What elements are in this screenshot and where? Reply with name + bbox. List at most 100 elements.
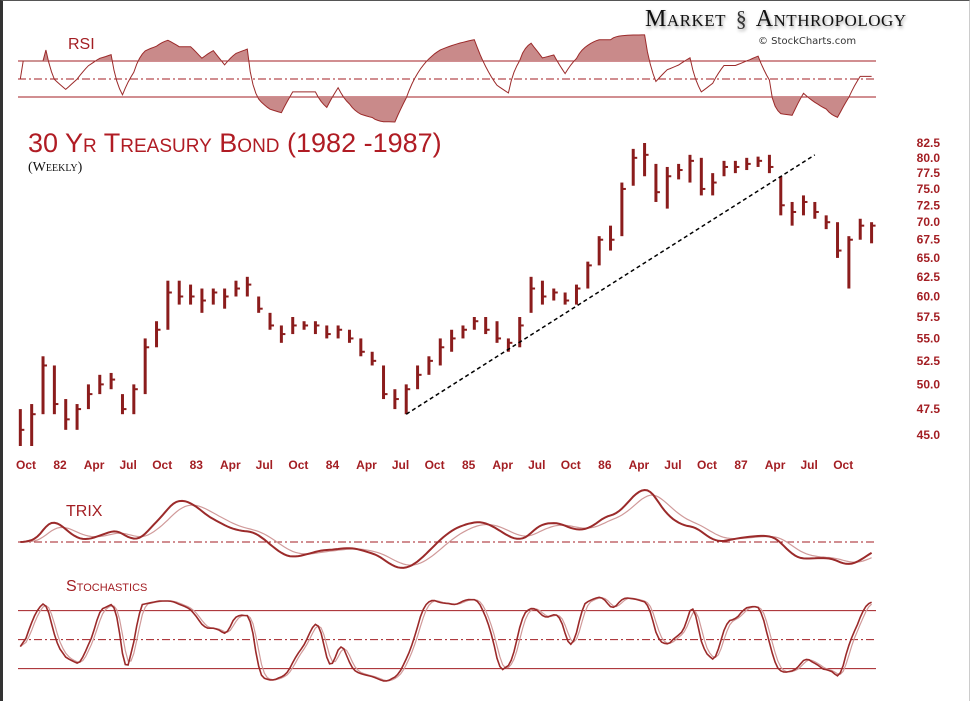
price-bar bbox=[313, 321, 320, 335]
y-tick-label: 65.0 bbox=[917, 251, 941, 265]
y-tick-label: 60.0 bbox=[917, 289, 941, 303]
price-bar bbox=[643, 143, 649, 177]
price-bar bbox=[461, 325, 467, 339]
price-bar bbox=[824, 215, 831, 230]
price-bar bbox=[756, 156, 763, 167]
price-bar bbox=[382, 365, 388, 400]
price-bar bbox=[416, 365, 422, 390]
price-bar bbox=[450, 329, 456, 352]
price-bar bbox=[393, 389, 399, 410]
chart-subtitle: (Weekly) bbox=[28, 160, 83, 175]
price-bar bbox=[711, 173, 717, 196]
x-tick-label: Apr bbox=[765, 458, 786, 472]
price-bar bbox=[745, 157, 751, 171]
y-tick-label: 47.5 bbox=[917, 402, 941, 416]
price-bar bbox=[529, 276, 536, 313]
rsi-line bbox=[19, 34, 872, 123]
price-bar bbox=[620, 182, 626, 237]
price-bar bbox=[427, 356, 433, 375]
x-tick-label: Jul bbox=[800, 458, 817, 472]
chart-title: 30 Yr Treasury Bond (1982 -1987) bbox=[28, 128, 442, 158]
price-bar bbox=[484, 317, 490, 335]
price-bar bbox=[404, 384, 411, 415]
price-bar bbox=[18, 409, 25, 446]
x-tick-label: Jul bbox=[256, 458, 273, 472]
price-bar bbox=[166, 280, 172, 330]
price-bar bbox=[177, 280, 184, 305]
x-tick-label: Apr bbox=[356, 458, 377, 472]
price-bar bbox=[438, 338, 445, 366]
x-tick-label: 85 bbox=[462, 458, 476, 472]
price-bar bbox=[291, 317, 297, 335]
price-bar bbox=[790, 201, 797, 226]
x-tick-label: Apr bbox=[84, 458, 105, 472]
x-tick-label: Oct bbox=[425, 458, 445, 472]
x-tick-label: Jul bbox=[664, 458, 681, 472]
y-tick-label: 82.5 bbox=[917, 136, 941, 150]
stoch-k-line bbox=[19, 596, 872, 682]
brand-logo: Market § Anthropology bbox=[645, 6, 907, 33]
price-bar bbox=[654, 163, 660, 202]
price-bar bbox=[245, 276, 252, 297]
price-bar bbox=[155, 321, 161, 348]
rsi-label: RSI bbox=[68, 36, 95, 53]
price-bar bbox=[688, 154, 694, 183]
price-bar bbox=[52, 365, 59, 415]
x-tick-label: 83 bbox=[190, 458, 204, 472]
price-bar bbox=[370, 351, 377, 366]
price-bar bbox=[677, 163, 683, 180]
y-tick-label: 45.0 bbox=[917, 428, 941, 442]
y-tick-label: 72.5 bbox=[917, 198, 941, 212]
price-bar bbox=[98, 374, 104, 395]
price-bar bbox=[279, 325, 286, 343]
price-bar bbox=[631, 148, 638, 186]
price-bar bbox=[574, 284, 581, 305]
price-bar bbox=[143, 338, 150, 395]
x-tick-label: 87 bbox=[734, 458, 748, 472]
price-bar bbox=[30, 404, 36, 446]
price-bar bbox=[722, 160, 729, 177]
price-bar bbox=[552, 288, 558, 301]
x-tick-label: Jul bbox=[528, 458, 545, 472]
price-bar bbox=[665, 166, 672, 209]
x-tick-label: Jul bbox=[119, 458, 136, 472]
rsi-oversold-fill bbox=[20, 97, 872, 122]
y-tick-label: 77.5 bbox=[917, 166, 941, 180]
y-tick-label: 67.5 bbox=[917, 233, 941, 247]
x-tick-label: Oct bbox=[697, 458, 717, 472]
brand-right: Anthropology bbox=[755, 6, 907, 32]
x-tick-label: Oct bbox=[16, 458, 36, 472]
price-bar bbox=[64, 399, 70, 430]
y-tick-label: 70.0 bbox=[917, 215, 941, 229]
price-bar bbox=[609, 225, 615, 251]
price-bar bbox=[495, 321, 502, 343]
trendline bbox=[405, 154, 816, 415]
trix-signal-line bbox=[20, 494, 872, 566]
trix-label: TRIX bbox=[66, 503, 103, 520]
price-bar bbox=[733, 160, 740, 174]
x-tick-label: 84 bbox=[326, 458, 340, 472]
price-bar bbox=[801, 195, 808, 216]
x-tick-label: Oct bbox=[833, 458, 853, 472]
x-tick-label: Oct bbox=[152, 458, 172, 472]
price-bar bbox=[132, 384, 138, 415]
x-tick-label: Apr bbox=[220, 458, 241, 472]
dna-helix-icon: § bbox=[735, 6, 748, 31]
price-bar bbox=[325, 325, 331, 339]
x-tick-label: 82 bbox=[53, 458, 67, 472]
y-tick-label: 50.0 bbox=[917, 377, 941, 391]
y-tick-label: 55.0 bbox=[917, 331, 941, 345]
x-tick-label: Apr bbox=[629, 458, 650, 472]
price-bar bbox=[75, 404, 82, 430]
price-bar bbox=[234, 280, 240, 297]
price-bar bbox=[563, 292, 570, 305]
price-bar bbox=[86, 384, 93, 410]
x-tick-label: Jul bbox=[392, 458, 409, 472]
price-bar bbox=[336, 325, 343, 339]
stochastics-label: Stochastics bbox=[66, 578, 148, 595]
y-tick-label: 80.0 bbox=[917, 151, 941, 165]
price-bar bbox=[597, 236, 604, 266]
price-bar bbox=[109, 372, 116, 390]
price-bar bbox=[302, 321, 309, 330]
